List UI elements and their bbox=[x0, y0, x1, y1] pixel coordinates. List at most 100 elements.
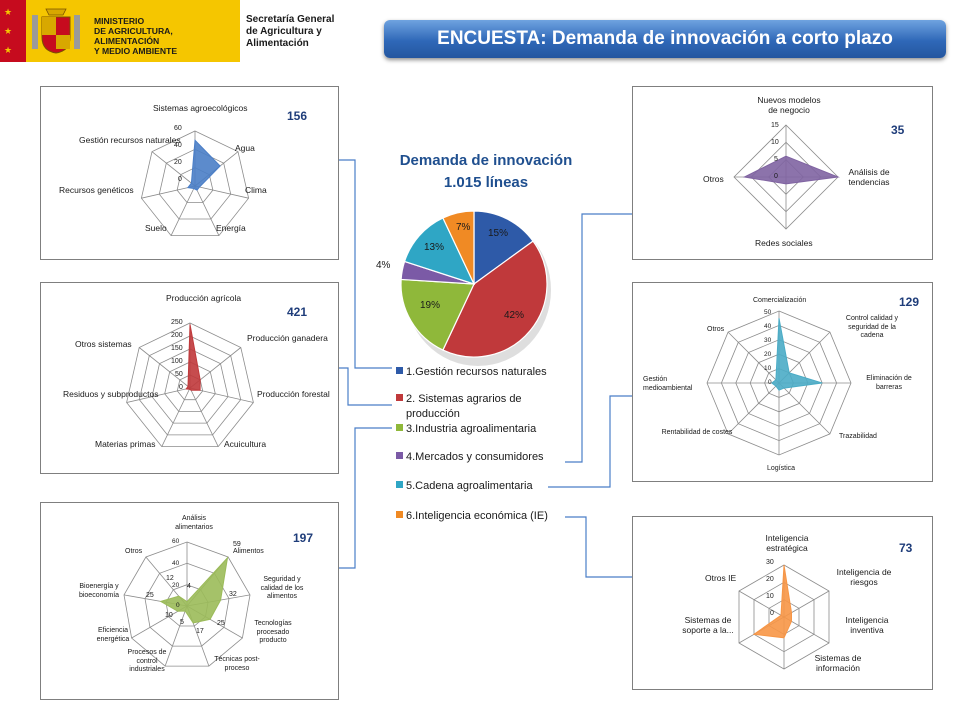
axis-label: Otros bbox=[707, 326, 725, 333]
radar-panel-sistemas-agrarios: 421 Producción agrícola Producción ganad… bbox=[40, 282, 339, 474]
total-count: 73 bbox=[899, 541, 913, 555]
axis-label: Suelo bbox=[145, 223, 167, 233]
tick-label: 0 bbox=[178, 176, 182, 183]
grid-spoke bbox=[189, 387, 219, 447]
legend-item: 3.Industria agroalimentaria bbox=[396, 422, 536, 437]
data-label: 59 bbox=[233, 541, 241, 548]
data-label: 32 bbox=[229, 591, 237, 598]
axis-label: Sistemas de información bbox=[814, 653, 862, 673]
legend-item: 6.Inteligencia económica (IE) bbox=[396, 509, 548, 524]
grid-ring bbox=[164, 361, 216, 412]
radar-panel-inteligencia: 73 Inteligencia estratégica Inteligencia… bbox=[632, 516, 933, 690]
tick-label: 60 bbox=[172, 538, 180, 545]
radar-panel-recursos-naturales: 156 Sistemas agroecológicos Agua Clima E… bbox=[40, 86, 339, 260]
star-icon: ★ bbox=[4, 26, 13, 36]
axis-label: Acuicultura bbox=[224, 439, 267, 449]
tick-label: 100 bbox=[171, 358, 183, 365]
radar-chart-inteligencia bbox=[738, 564, 830, 670]
axis-label: Tecnologías procesado producto bbox=[254, 620, 292, 644]
axis-label: Control calidad y seguridad de la cadena bbox=[845, 315, 899, 339]
axis-label: Sistemas agroecológicos bbox=[153, 103, 248, 113]
legend-swatch bbox=[396, 511, 403, 518]
grid-ring bbox=[123, 541, 251, 667]
legend-swatch bbox=[396, 394, 403, 401]
total-count: 421 bbox=[287, 305, 308, 319]
grid-ring bbox=[158, 148, 232, 220]
axis-label: Eficiencia energética bbox=[96, 627, 130, 643]
total-count: 197 bbox=[293, 531, 314, 545]
tick-label: 0 bbox=[774, 173, 778, 180]
data-label: 25 bbox=[146, 592, 154, 599]
axis-label: Técnicas post-proceso bbox=[214, 656, 260, 672]
tick-label: 0 bbox=[770, 610, 774, 617]
total-count: 35 bbox=[891, 123, 905, 137]
radar-chart-sistemas-agrarios bbox=[126, 322, 254, 448]
axis-label: Gestión medioambiental bbox=[643, 376, 693, 392]
grid-spoke bbox=[738, 590, 785, 618]
pie-data-label: 13% bbox=[424, 242, 445, 253]
total-count: 156 bbox=[287, 109, 308, 123]
tick-label: 30 bbox=[764, 337, 772, 344]
radar-series-area bbox=[742, 155, 840, 185]
pie-slice bbox=[403, 217, 476, 285]
tick-label: 200 bbox=[171, 332, 183, 339]
pie-data-label: 15% bbox=[488, 228, 509, 239]
axis-label: Seguridad y calidad de los alimentos bbox=[260, 576, 304, 600]
grid-spoke bbox=[727, 382, 780, 435]
tick-label: 250 bbox=[171, 319, 183, 326]
data-label: 12 bbox=[166, 575, 174, 582]
secretaria-name: Secretaría General de Agricultura y Alim… bbox=[246, 14, 335, 49]
axis-label: Otros sistemas bbox=[75, 339, 132, 349]
tick-label: 10 bbox=[771, 139, 779, 146]
tick-label: 20 bbox=[172, 582, 180, 589]
axis-label: Alimentos bbox=[233, 548, 264, 555]
axis-label: Nuevos modelos de negocio bbox=[757, 95, 821, 115]
tick-label: 0 bbox=[176, 602, 180, 609]
pie-data-label: 7% bbox=[456, 222, 471, 233]
radar-chart-mercados bbox=[733, 124, 840, 230]
axis-label: Materias primas bbox=[95, 439, 156, 449]
grid-spoke bbox=[778, 382, 831, 435]
legend-swatch bbox=[396, 424, 403, 431]
axis-label: Inteligencia estratégica bbox=[765, 533, 809, 553]
grid-spoke bbox=[727, 331, 780, 384]
axis-label: Inteligencia de riesgos bbox=[836, 567, 892, 587]
grid-spoke bbox=[126, 387, 191, 403]
axis-label: Residuos y subproductos bbox=[63, 389, 159, 399]
tick-label: 15 bbox=[771, 122, 779, 129]
ministry-logo: ★ ★ ★ MINISTERIO DE AGRICULTURA, ALIMENT… bbox=[0, 0, 240, 62]
tick-label: 5 bbox=[774, 156, 778, 163]
total-count: 129 bbox=[899, 295, 920, 309]
axis-label: Otros IE bbox=[705, 573, 737, 583]
tick-label: 50 bbox=[764, 309, 772, 316]
radar-series-area bbox=[186, 139, 221, 191]
axis-label: Otros bbox=[703, 174, 724, 184]
axis-label: Producción ganadera bbox=[247, 333, 328, 343]
tick-label: 60 bbox=[174, 125, 182, 132]
star-icon: ★ bbox=[4, 7, 13, 17]
radar-chart-industria bbox=[123, 541, 251, 667]
data-label: 25 bbox=[217, 620, 225, 627]
pie-slice bbox=[442, 210, 475, 285]
axis-label: Recursos genéticos bbox=[59, 185, 134, 195]
axis-label: Trazabilidad bbox=[839, 433, 877, 440]
axis-label: Otros bbox=[125, 548, 143, 555]
axis-label: Inteligencia inventiva bbox=[845, 615, 889, 635]
axis-label: Análisis de tendencias bbox=[848, 167, 890, 187]
tick-label: 20 bbox=[766, 576, 774, 583]
grid-ring bbox=[140, 130, 250, 237]
page-title: ENCUESTA: Demanda de innovación a corto … bbox=[384, 20, 946, 58]
pie-data-label: 19% bbox=[420, 300, 441, 311]
tick-label: 50 bbox=[175, 371, 183, 378]
axis-label: Gestión recursos naturales bbox=[79, 135, 181, 145]
legend-item: 4.Mercados y consumidores bbox=[396, 450, 544, 465]
data-label: 4 bbox=[187, 583, 191, 590]
tick-label: 30 bbox=[766, 559, 774, 566]
grid-spoke bbox=[141, 185, 196, 199]
radar-panel-industria: 197 Análisis alimentarios Alimentos Segu… bbox=[40, 502, 339, 700]
legend-swatch bbox=[396, 452, 403, 459]
grid-spoke bbox=[151, 151, 196, 187]
grid-spoke bbox=[194, 185, 220, 236]
